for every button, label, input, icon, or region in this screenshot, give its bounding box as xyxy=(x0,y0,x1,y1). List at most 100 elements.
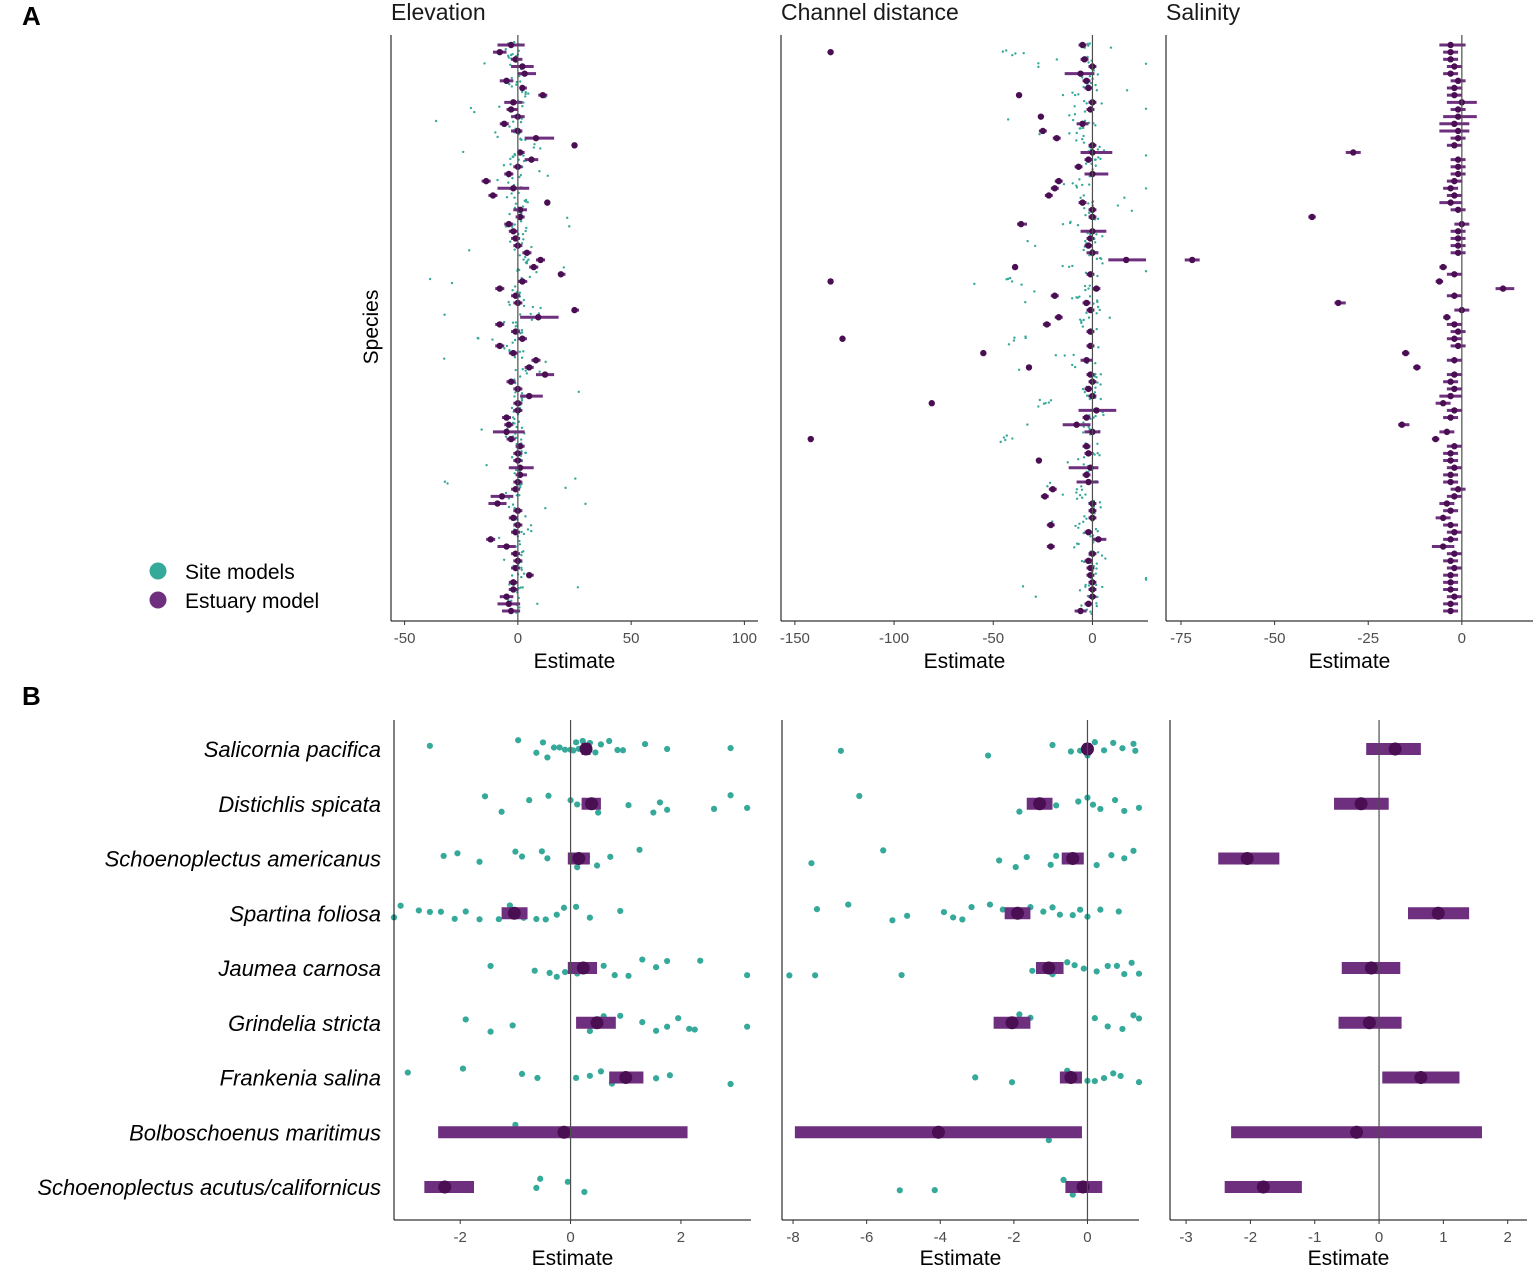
site-point xyxy=(506,902,513,909)
site-point xyxy=(1081,387,1085,391)
site-point xyxy=(1011,53,1014,57)
estuary-point xyxy=(1122,256,1130,264)
estuary-point xyxy=(1447,471,1454,479)
site-point xyxy=(520,438,523,441)
site-point xyxy=(428,277,432,281)
estuary-point xyxy=(1240,852,1254,865)
site-point xyxy=(505,344,509,348)
estuary-point xyxy=(512,292,519,299)
estuary-point xyxy=(928,400,935,407)
site-point xyxy=(940,909,948,916)
a-elevation-tick-label: -50 xyxy=(394,630,416,647)
site-point xyxy=(524,515,527,518)
site-point xyxy=(1084,213,1087,217)
site-point xyxy=(1094,583,1098,587)
estuary-point xyxy=(510,514,517,522)
estuary-point xyxy=(1439,263,1447,271)
site-point xyxy=(521,205,525,208)
estuary-point xyxy=(1047,521,1054,529)
site-point xyxy=(1093,241,1097,244)
site-point xyxy=(1144,187,1148,190)
site-point xyxy=(727,1080,734,1088)
estuary-point xyxy=(1447,41,1454,49)
estuary-point xyxy=(1041,493,1049,500)
estuary-point xyxy=(510,228,517,235)
site-point xyxy=(1082,141,1086,144)
estuary-point xyxy=(1454,249,1462,256)
site-point xyxy=(1029,967,1036,974)
site-point xyxy=(507,56,511,59)
site-point xyxy=(1087,584,1091,587)
estuary-point xyxy=(532,134,540,142)
estuary-point xyxy=(1043,321,1051,328)
site-point xyxy=(1095,257,1099,261)
site-point xyxy=(480,428,483,431)
site-point xyxy=(1084,583,1087,587)
site-point xyxy=(1049,741,1056,749)
site-point xyxy=(1068,221,1072,225)
panel-a-channel-distance: -150 -100 -50 0 Estimate xyxy=(780,35,1148,673)
site-point xyxy=(528,275,532,279)
estuary-point xyxy=(1083,414,1090,421)
site-point xyxy=(485,463,488,467)
estuary-point xyxy=(496,285,503,292)
site-point xyxy=(636,846,643,853)
estuary-point xyxy=(1454,242,1462,249)
site-point xyxy=(1093,453,1096,456)
estuary-point xyxy=(1454,77,1462,85)
b-salinity-tick-label: -3 xyxy=(1179,1229,1192,1246)
site-point xyxy=(1075,131,1078,135)
site-point xyxy=(510,85,514,88)
site-point xyxy=(1068,132,1071,135)
site-point xyxy=(1085,311,1088,315)
site-point xyxy=(546,969,553,977)
estuary-point xyxy=(1451,593,1458,600)
site-point xyxy=(1083,390,1086,394)
site-point xyxy=(584,502,587,506)
site-point xyxy=(514,202,518,205)
site-point xyxy=(1084,239,1087,243)
site-point xyxy=(527,258,530,261)
site-point xyxy=(1094,362,1097,365)
site-point xyxy=(535,270,538,274)
site-point xyxy=(510,574,514,577)
estuary-point xyxy=(496,321,503,328)
panel-a-salinity: -75 -50 -25 0 Estimate xyxy=(1165,35,1533,673)
site-point xyxy=(1099,383,1102,386)
site-point xyxy=(1055,58,1059,61)
site-point xyxy=(1040,908,1047,915)
species-label: Frankenia salina xyxy=(220,1066,381,1091)
site-point xyxy=(1101,262,1104,265)
estuary-point xyxy=(1047,543,1054,550)
site-point xyxy=(1014,52,1017,55)
site-point xyxy=(459,1065,467,1072)
site-point xyxy=(574,801,581,808)
site-point xyxy=(1084,493,1087,496)
estuary-point xyxy=(1451,142,1458,149)
site-point xyxy=(1080,604,1083,607)
estuary-point xyxy=(503,77,510,85)
site-point xyxy=(652,1027,660,1034)
site-point xyxy=(515,425,518,429)
site-point xyxy=(1004,438,1007,442)
site-point xyxy=(1026,239,1029,243)
estuary-point xyxy=(1451,443,1458,450)
site-point xyxy=(1085,102,1088,105)
site-point xyxy=(1087,425,1090,429)
species-label: Grindelia stricta xyxy=(228,1011,381,1036)
site-point xyxy=(1081,137,1084,141)
site-point xyxy=(611,972,618,979)
site-point xyxy=(513,196,516,199)
site-point xyxy=(1093,862,1100,869)
estuary-point xyxy=(507,41,515,49)
site-point xyxy=(1022,51,1025,55)
site-point xyxy=(1121,855,1128,862)
site-point xyxy=(511,155,514,158)
site-point xyxy=(507,181,510,184)
site-point xyxy=(727,792,734,799)
b-salinity-tick-label: -2 xyxy=(1244,1229,1257,1246)
site-point xyxy=(524,261,528,264)
site-point xyxy=(538,848,545,855)
b-salinity-tick-label: 1 xyxy=(1439,1229,1447,1246)
estuary-point xyxy=(505,170,513,178)
